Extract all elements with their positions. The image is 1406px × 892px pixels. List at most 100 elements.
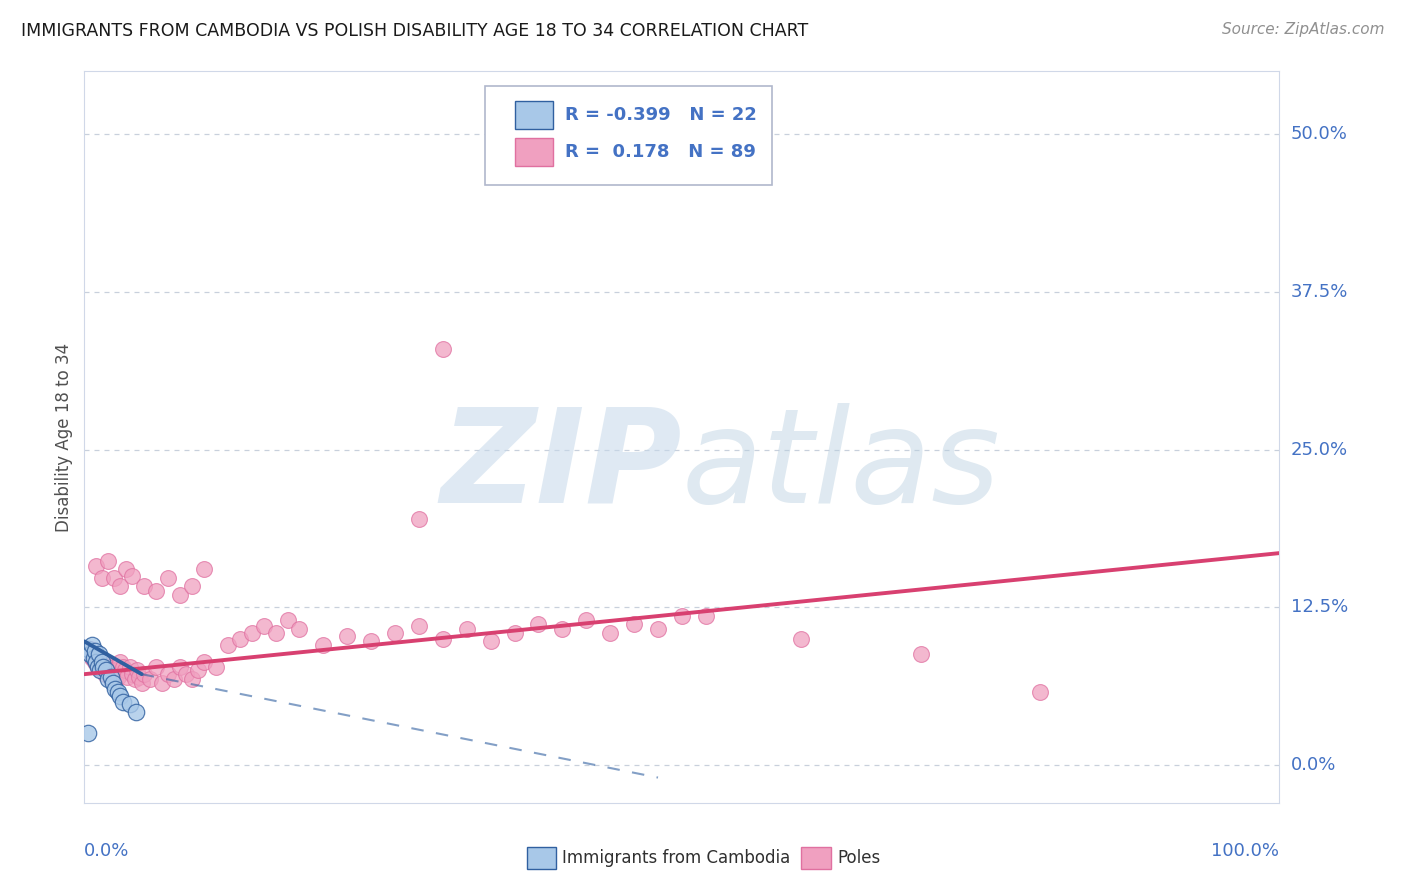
Point: [910, 647, 932, 661]
Text: Poles: Poles: [838, 848, 880, 867]
Point: [111, 695, 134, 709]
Point: [87, 647, 110, 661]
Point: [229, 632, 252, 646]
Point: [264, 625, 287, 640]
Point: [181, 579, 204, 593]
Point: [360, 634, 382, 648]
Point: [128, 670, 150, 684]
Point: [408, 619, 430, 633]
Point: [77, 647, 100, 661]
FancyBboxPatch shape: [515, 138, 553, 166]
Point: [90, 664, 112, 678]
Point: [82, 644, 104, 658]
Point: [131, 676, 153, 690]
Point: [205, 659, 228, 673]
Point: [132, 579, 156, 593]
Point: [671, 609, 693, 624]
Point: [503, 625, 526, 640]
Y-axis label: Disability Age 18 to 34: Disability Age 18 to 34: [55, 343, 73, 532]
Point: [575, 613, 598, 627]
Point: [94, 664, 117, 678]
Point: [118, 698, 141, 712]
Point: [1029, 685, 1052, 699]
Text: Source: ZipAtlas.com: Source: ZipAtlas.com: [1222, 22, 1385, 37]
Point: [93, 659, 115, 673]
Point: [169, 659, 191, 673]
Text: 100.0%: 100.0%: [1212, 842, 1279, 860]
Text: ZIP: ZIP: [440, 403, 682, 530]
Point: [105, 664, 128, 678]
Point: [83, 650, 105, 665]
Point: [623, 616, 645, 631]
Point: [432, 632, 454, 646]
Text: 0.0%: 0.0%: [84, 842, 129, 860]
Point: [77, 726, 100, 740]
Point: [86, 659, 108, 673]
Point: [312, 638, 335, 652]
Point: [86, 649, 108, 664]
Text: IMMIGRANTS FROM CAMBODIA VS POLISH DISABILITY AGE 18 TO 34 CORRELATION CHART: IMMIGRANTS FROM CAMBODIA VS POLISH DISAB…: [21, 22, 808, 40]
Point: [110, 655, 132, 669]
Point: [89, 664, 111, 678]
Point: [118, 659, 141, 673]
Point: [115, 562, 138, 576]
Text: 12.5%: 12.5%: [1291, 599, 1348, 616]
Point: [145, 659, 167, 673]
Point: [288, 622, 311, 636]
Point: [110, 579, 132, 593]
Point: [93, 667, 115, 681]
Point: [121, 569, 143, 583]
Point: [91, 655, 114, 669]
Point: [193, 655, 215, 669]
Point: [93, 659, 115, 673]
Point: [91, 571, 114, 585]
Point: [174, 667, 197, 681]
Text: 37.5%: 37.5%: [1291, 283, 1348, 301]
Text: Immigrants from Cambodia: Immigrants from Cambodia: [562, 848, 790, 867]
Text: R =  0.178   N = 89: R = 0.178 N = 89: [565, 143, 755, 161]
Point: [157, 667, 180, 681]
Point: [181, 672, 204, 686]
Point: [79, 647, 101, 661]
Point: [89, 657, 111, 671]
Point: [103, 571, 125, 585]
Point: [100, 672, 122, 686]
FancyBboxPatch shape: [515, 102, 553, 129]
Point: [97, 554, 120, 568]
Point: [132, 667, 156, 681]
Point: [384, 625, 406, 640]
Point: [77, 642, 100, 657]
Point: [193, 562, 215, 576]
Text: R = -0.399   N = 22: R = -0.399 N = 22: [565, 106, 756, 124]
Point: [100, 670, 122, 684]
FancyBboxPatch shape: [527, 847, 557, 869]
Point: [790, 632, 813, 646]
Point: [145, 583, 167, 598]
Point: [408, 512, 430, 526]
Point: [163, 672, 186, 686]
Point: [103, 667, 125, 681]
Point: [695, 609, 717, 624]
Point: [157, 571, 180, 585]
Point: [111, 659, 134, 673]
Point: [101, 664, 124, 678]
Point: [217, 638, 239, 652]
Point: [104, 682, 127, 697]
Point: [98, 667, 121, 681]
Point: [139, 672, 162, 686]
Point: [124, 672, 146, 686]
Point: [101, 676, 124, 690]
Point: [86, 659, 108, 673]
Point: [121, 667, 143, 681]
Point: [169, 588, 191, 602]
Point: [84, 644, 107, 658]
Text: 0.0%: 0.0%: [1291, 756, 1336, 774]
Point: [479, 634, 502, 648]
FancyBboxPatch shape: [801, 847, 831, 869]
Point: [97, 659, 120, 673]
Point: [87, 650, 110, 665]
Point: [86, 655, 108, 669]
Point: [432, 342, 454, 356]
Point: [104, 672, 127, 686]
Point: [83, 647, 105, 661]
